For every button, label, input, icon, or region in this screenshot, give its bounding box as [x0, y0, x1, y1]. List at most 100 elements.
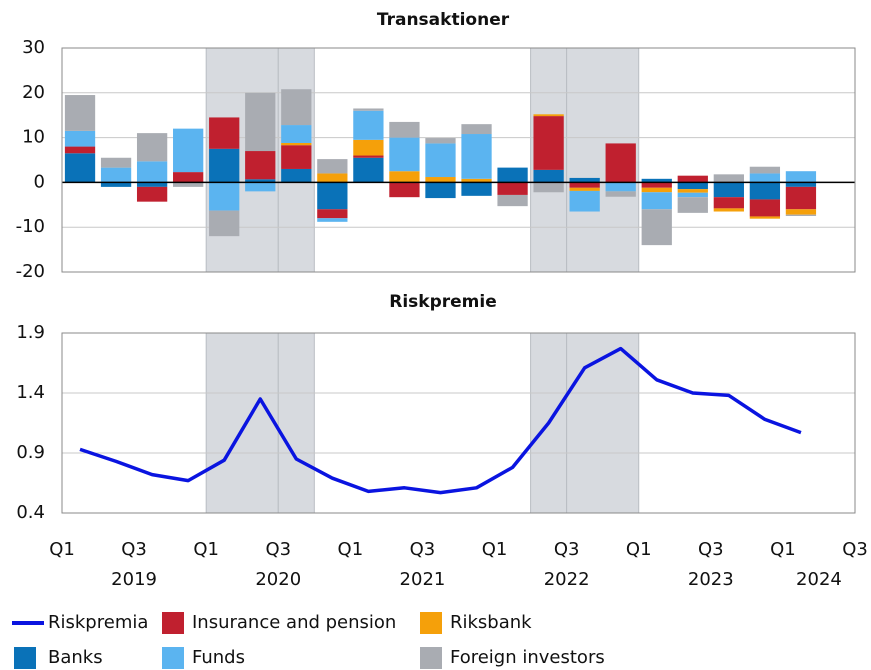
bar-segment [389, 121, 420, 138]
legend-label: Foreign investors [450, 647, 605, 668]
bar-segment [569, 177, 600, 183]
year-label: 2021 [400, 569, 446, 590]
bar-segment [64, 146, 96, 154]
x-tick-label: Q1 [770, 539, 796, 560]
bar-segment [749, 173, 781, 183]
x-tick-label: Q1 [49, 539, 75, 560]
bar-segment [785, 186, 817, 210]
legend-label: Insurance and pension [192, 612, 396, 633]
legend-swatch [420, 647, 442, 669]
bar-segment [605, 143, 636, 183]
bar-segment [173, 172, 204, 183]
bar-segment [641, 192, 672, 210]
bar-segment [533, 114, 564, 117]
bar-segment [281, 89, 312, 126]
y-tick-label: -20 [16, 261, 45, 282]
bar-segment [64, 153, 96, 183]
bar-segment [677, 189, 708, 193]
bar-segment [173, 182, 204, 187]
y-tick-label: 1.4 [16, 382, 45, 403]
legend-swatch [14, 647, 36, 669]
year-label: 2022 [544, 569, 590, 590]
y-tick-label: 1.9 [16, 322, 45, 343]
bar-segment [353, 108, 384, 111]
x-tick-label: Q1 [482, 539, 508, 560]
x-tick-label: Q3 [698, 539, 724, 560]
bar-segment [677, 175, 708, 183]
bar-segment [461, 182, 492, 196]
y-tick-label: 0 [34, 171, 45, 192]
bar-segment [389, 182, 420, 198]
bar-segment [461, 178, 492, 183]
bar-segment [461, 134, 492, 179]
bar-segment [389, 137, 420, 172]
x-tick-label: Q1 [338, 539, 364, 560]
plot-frame [61, 332, 856, 514]
bar-segment [569, 190, 600, 212]
bar-segment [785, 214, 817, 216]
bar-segment [569, 182, 600, 188]
bar-segment [353, 157, 384, 183]
y-tick-label: 20 [22, 82, 45, 103]
legend-swatch [162, 612, 184, 634]
y-tick-label: 0.4 [16, 502, 45, 523]
bar-segment [100, 157, 132, 168]
shaded-region [566, 333, 639, 513]
bar-segment [461, 124, 492, 135]
bar-segment [641, 178, 672, 183]
legend-label: Riskpremia [48, 612, 148, 633]
line [79, 346, 802, 495]
bar-segment [64, 95, 96, 131]
legend-swatch [420, 612, 442, 634]
bar-segment [713, 174, 744, 183]
bar-segment [497, 182, 528, 195]
bar-segment [209, 117, 240, 149]
y-tick-label: -10 [16, 216, 45, 237]
bar-segment [64, 130, 96, 147]
bar-segment [245, 182, 276, 192]
bar-segment [281, 125, 312, 143]
bar-segment [245, 179, 276, 183]
x-tick-label: Q1 [193, 539, 219, 560]
bar-segment [209, 182, 240, 211]
plot-frame [61, 47, 856, 273]
bar-segment [425, 138, 456, 144]
bar-segment [136, 133, 168, 162]
bar-segment [677, 182, 708, 190]
bar-segment [353, 155, 384, 158]
bar-segment [317, 209, 348, 219]
bar-segment [317, 159, 348, 174]
bar-segment [785, 182, 817, 187]
bar-segment [497, 167, 528, 183]
bar-segment [605, 182, 636, 192]
bar-segment [100, 182, 132, 187]
y-tick-label: 10 [22, 127, 45, 148]
legend-label: Funds [192, 647, 245, 668]
bar-segment [713, 208, 744, 212]
shaded-region [206, 333, 279, 513]
y-tick-label: 30 [22, 37, 45, 58]
bar-segment [749, 182, 781, 200]
bar-segment [281, 142, 312, 146]
bar-segment [136, 186, 168, 202]
bar-segment [533, 169, 564, 183]
x-tick-label: Q3 [121, 539, 147, 560]
bar-segment [497, 194, 528, 207]
bar-segment [605, 191, 636, 197]
x-tick-label: Q3 [842, 539, 868, 560]
bar-segment [173, 128, 204, 173]
bar-segment [317, 218, 348, 222]
bar-segment [209, 210, 240, 237]
x-tick-label: Q1 [626, 539, 652, 560]
bar-segment [677, 192, 708, 198]
bar-segment [749, 199, 781, 217]
bar-segment [713, 197, 744, 209]
bar-segment [641, 187, 672, 193]
bar-segment [353, 110, 384, 140]
bar-segment [389, 171, 420, 183]
bar-segment [209, 148, 240, 183]
bar-segment [785, 209, 817, 215]
bar-segment [100, 167, 132, 183]
chart-title: Transaktioner [377, 10, 510, 30]
